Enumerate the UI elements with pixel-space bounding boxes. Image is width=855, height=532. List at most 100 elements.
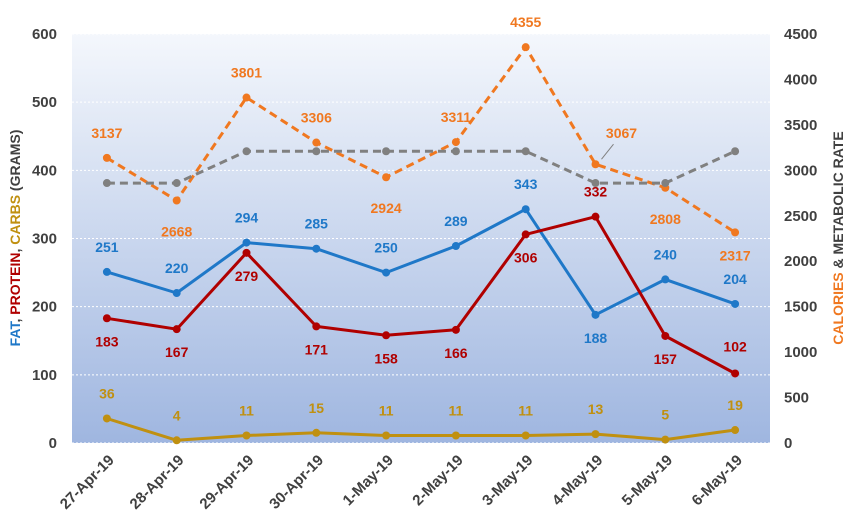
data-label-protein: 166 <box>444 345 468 361</box>
right-tick-label: 1000 <box>784 344 817 361</box>
data-point-calories <box>382 173 391 182</box>
data-label-protein: 171 <box>305 341 329 357</box>
axis-title-part: CALORIES <box>830 272 846 344</box>
right-tick-label: 500 <box>784 390 809 407</box>
left-axis-ticks: 0 100 200 300 400 500 600 <box>32 26 57 452</box>
data-point-protein <box>242 248 251 257</box>
data-point-carbs <box>242 431 251 440</box>
series-group <box>102 43 740 445</box>
data-label-carbs: 4 <box>173 407 181 423</box>
left-tick-label: 300 <box>32 231 57 248</box>
right-tick-label: 3500 <box>784 117 817 134</box>
data-label-fat: 294 <box>235 210 259 226</box>
axis-title-part: (GRAMS) <box>7 130 23 195</box>
data-point-calories <box>242 93 251 102</box>
data-point-fat <box>172 289 181 298</box>
right-tick-label: 0 <box>784 435 792 452</box>
data-label-protein: 167 <box>165 344 189 360</box>
data-point-carbs <box>172 436 181 445</box>
right-tick-label: 4500 <box>784 26 817 43</box>
data-point-carbs <box>731 426 740 435</box>
data-point-metabolic_rate <box>591 179 600 188</box>
data-label-calories: 3801 <box>231 65 262 81</box>
data-point-metabolic_rate <box>242 147 251 156</box>
data-label-carbs: 11 <box>448 403 463 419</box>
data-point-calories <box>591 160 600 169</box>
left-axis-title: FAT, PROTEIN, CARBS (GRAMS) <box>7 130 23 347</box>
label-leader-line <box>601 143 614 160</box>
gridlines <box>72 33 770 444</box>
series-line-calories <box>106 45 736 234</box>
left-tick-label: 200 <box>32 299 57 316</box>
data-label-calories: 3067 <box>606 125 637 141</box>
data-point-calories <box>521 43 530 52</box>
data-point-protein <box>731 369 740 378</box>
data-point-protein <box>102 314 111 323</box>
right-tick-label: 2000 <box>784 253 817 270</box>
x-tick-label: 27-Apr-19 <box>57 452 118 513</box>
axis-title-part: CARBS <box>7 195 23 245</box>
data-point-protein <box>382 331 391 340</box>
data-label-calories: 2808 <box>650 211 681 227</box>
data-point-calories <box>451 138 460 147</box>
data-label-carbs: 11 <box>518 403 533 419</box>
x-tick-label: 4-May-19 <box>549 452 606 509</box>
data-label-calories: 3137 <box>91 125 122 141</box>
right-axis-title: CALORIES & METABOLIC RATE <box>830 131 846 344</box>
data-point-carbs <box>312 428 321 437</box>
data-label-protein: 158 <box>374 350 398 366</box>
data-label-protein: 279 <box>235 268 259 284</box>
right-tick-label: 1500 <box>784 299 817 316</box>
data-point-calories <box>731 228 740 237</box>
data-point-fat <box>521 205 530 214</box>
data-label-protein: 306 <box>514 249 538 265</box>
data-label-carbs: 36 <box>99 385 115 401</box>
data-label-calories: 4355 <box>510 14 541 30</box>
data-point-metabolic_rate <box>312 147 321 156</box>
data-point-protein <box>451 325 460 334</box>
data-point-carbs <box>451 431 460 440</box>
data-point-fat <box>382 268 391 277</box>
series-line-fat <box>106 207 736 317</box>
x-tick-label: 30-Apr-19 <box>266 452 327 513</box>
axis-title-part: FAT <box>7 321 23 347</box>
x-tick-label: 1-May-19 <box>340 452 397 509</box>
data-label-protein: 183 <box>95 333 119 349</box>
series-line-metabolic_rate <box>106 149 736 185</box>
data-label-fat: 343 <box>514 176 538 192</box>
left-tick-label: 500 <box>32 94 57 111</box>
data-point-calories <box>102 153 111 162</box>
data-point-metabolic_rate <box>731 147 740 156</box>
data-point-calories <box>172 196 181 205</box>
series-line-protein <box>106 215 736 375</box>
data-point-carbs <box>661 435 670 444</box>
data-point-metabolic_rate <box>102 179 111 188</box>
axis-title-part: PROTEIN <box>7 253 23 315</box>
data-point-fat <box>731 299 740 308</box>
data-label-fat: 204 <box>723 271 747 287</box>
data-point-metabolic_rate <box>172 179 181 188</box>
data-label-protein: 157 <box>654 351 678 367</box>
data-label-calories: 3311 <box>441 109 472 125</box>
axis-title-part: , <box>7 245 23 253</box>
series-line-carbs <box>106 417 736 442</box>
data-point-protein <box>661 331 670 340</box>
data-point-fat <box>102 267 111 276</box>
left-tick-label: 0 <box>49 435 57 452</box>
data-label-carbs: 11 <box>239 403 254 419</box>
data-point-metabolic_rate <box>521 147 530 156</box>
data-point-carbs <box>521 431 530 440</box>
data-point-metabolic_rate <box>382 147 391 156</box>
left-tick-label: 400 <box>32 162 57 179</box>
left-tick-label: 600 <box>32 26 57 43</box>
x-tick-label: 6-May-19 <box>689 452 746 509</box>
data-label-fat: 251 <box>95 239 119 255</box>
axis-title-part: & METABOLIC RATE <box>830 131 846 272</box>
x-tick-label: 3-May-19 <box>479 452 536 509</box>
data-point-protein <box>312 322 321 331</box>
data-label-calories: 2668 <box>161 224 192 240</box>
data-point-fat <box>312 244 321 253</box>
data-point-carbs <box>591 430 600 439</box>
data-label-protein: 332 <box>584 184 608 200</box>
right-tick-label: 4000 <box>784 71 817 88</box>
